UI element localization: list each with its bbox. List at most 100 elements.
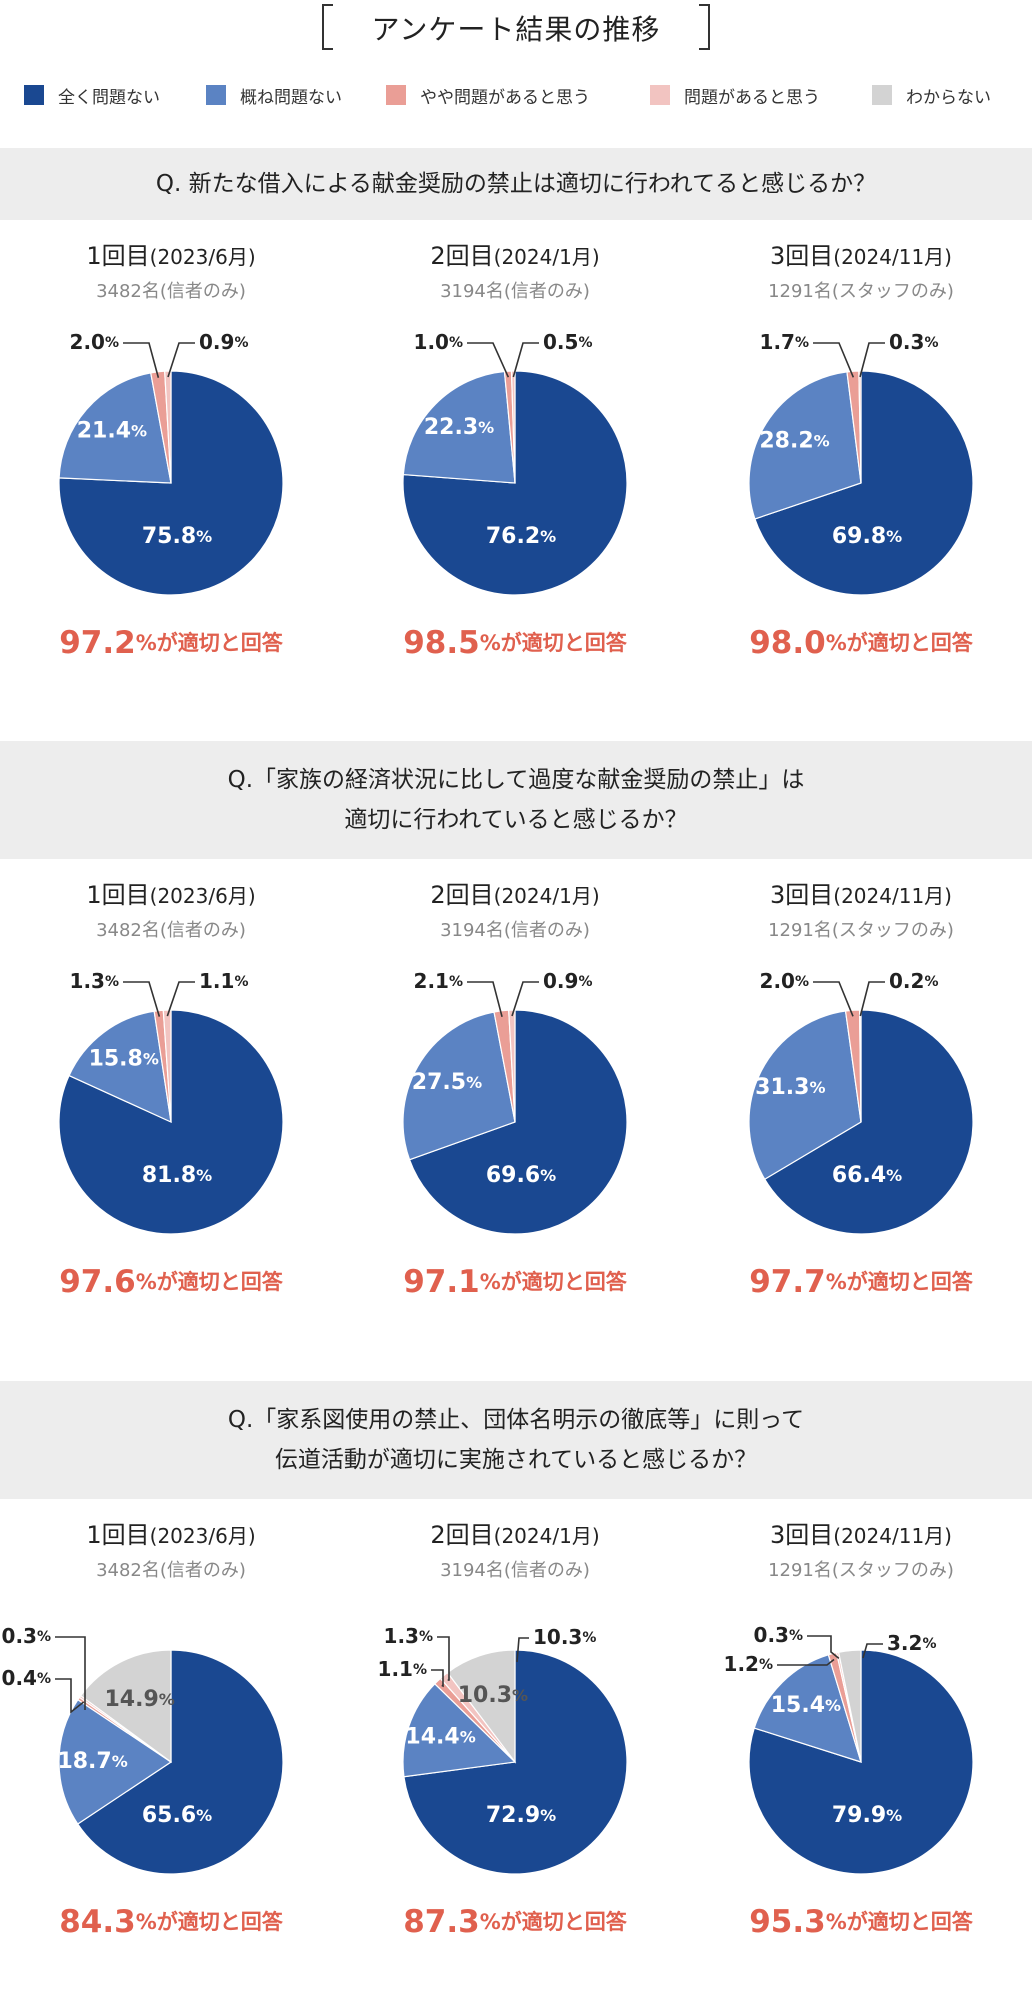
pie-ext-label: 1.7%	[760, 330, 809, 354]
pie-slice	[76, 1649, 284, 1875]
leader-line	[813, 981, 854, 1017]
respondent-count: 1291名(スタッフのみ)	[768, 1560, 954, 1581]
legend-swatch	[206, 85, 226, 105]
pie-chart-group: 1回目(2023/6月) 3482名(信者のみ) 65.6% 18.7% 14.9% 0.…	[2, 1521, 284, 1940]
pie-value-label: 15.4%	[771, 1693, 841, 1718]
round-heading: 1回目(2023/6月)	[86, 881, 255, 909]
pie-ext-label: 1.3%	[384, 1624, 433, 1648]
pie-ext-label: 2.0%	[760, 969, 809, 993]
question-text: Q.「家系図使用の禁止、団体名明示の徹底等」に則って 伝道活動が適切に実施されて…	[227, 1407, 805, 1473]
question-box: Q. 新たな借入による献金奨励の禁止は適切に行われてると感じるか？	[0, 148, 1032, 220]
leader-line	[859, 981, 885, 1017]
legend-swatch	[24, 85, 44, 105]
page-title: アンケート結果の推移	[0, 0, 1032, 58]
section-1: Q. 新たな借入による献金奨励の禁止は適切に行われてると感じるか？ 1回目(20…	[0, 148, 1032, 708]
respondent-count: 3194名(信者のみ)	[440, 1560, 590, 1581]
question-text: Q. 新たな借入による献金奨励の禁止は適切に行われてると感じるか？	[155, 171, 877, 197]
leader-line	[862, 1643, 883, 1659]
pie-value-label: 27.5%	[412, 1070, 482, 1095]
pie-slice	[748, 1010, 862, 1181]
pie-slice	[162, 1009, 172, 1123]
round-heading: 2回目(2024/1月)	[430, 1521, 599, 1549]
pie-ext-label: 1.1%	[199, 969, 248, 993]
legend-label: 全く問題ない	[58, 87, 160, 108]
pie-ext-label: 1.3%	[70, 969, 119, 993]
respondent-count: 1291名(スタッフのみ)	[768, 920, 954, 941]
leader-line	[167, 342, 195, 378]
leader-line	[431, 1669, 444, 1688]
legend: 全く問題ない 概ね問題ない やや問題があると思う 問題があると思う わからない	[0, 80, 1032, 110]
pie-slice	[508, 1009, 516, 1123]
pie-value-label: 22.3%	[424, 415, 494, 440]
pie-value-label: 15.8%	[89, 1046, 159, 1071]
pie-slice	[753, 1654, 862, 1763]
leader-line	[166, 981, 195, 1017]
summary-label: 84.3%が適切と回答	[59, 1904, 284, 1940]
legend-label: 概ね問題ない	[240, 87, 342, 108]
pie-chart-group: 2回目(2024/1月) 3194名(信者のみ) 69.6% 27.5% 2.1% 0.9…	[402, 881, 628, 1300]
leader-line	[813, 342, 855, 378]
pie-slice	[68, 1010, 172, 1124]
leader-line	[512, 342, 539, 378]
pie-slice	[58, 1698, 173, 1825]
pie-chart-group: 1回目(2023/6月) 3482名(信者のみ) 75.8% 21.4% 2.0% 0.9…	[58, 242, 284, 661]
pie-value-label: 72.9%	[486, 1803, 556, 1828]
chart-row-1: 1回目(2023/6月) 3482名(信者のみ) 75.8% 21.4% 2.0% 0.9…	[58, 242, 974, 661]
question-text: Q.「家族の経済状況に比して過度な献金奨励の禁止」は 適切に行われていると感じる…	[227, 767, 805, 833]
title-bracket-right	[699, 4, 710, 50]
round-heading: 3回目(2024/11月)	[770, 1521, 952, 1549]
pie-value-label: 81.8%	[142, 1163, 212, 1188]
question-box: Q.「家族の経済状況に比して過度な献金奨励の禁止」は 適切に行われていると感じる…	[0, 741, 1032, 859]
leader-line	[516, 1637, 529, 1663]
leader-line	[467, 342, 510, 378]
round-heading: 2回目(2024/1月)	[430, 242, 599, 270]
legend-swatch	[650, 85, 670, 105]
pie-value-label: 76.2%	[486, 524, 556, 549]
pie-value-label: 69.6%	[486, 1163, 556, 1188]
pie-value-label: 10.3%	[458, 1683, 528, 1708]
pie-value-label: 75.8%	[142, 524, 212, 549]
respondent-count: 3194名(信者のみ)	[440, 920, 590, 941]
title-bracket-left	[322, 4, 333, 50]
leader-line	[511, 981, 539, 1017]
pie-chart-group: 2回目(2024/1月) 3194名(信者のみ) 76.2% 22.3% 1.0% 0.5…	[402, 242, 628, 661]
summary-label: 98.5%が適切と回答	[403, 625, 628, 661]
leader-line	[467, 981, 503, 1017]
pie-ext-label: 1.0%	[414, 330, 463, 354]
legend-item-mondai: 問題があると思う	[650, 80, 820, 110]
leader-line	[437, 1636, 450, 1681]
pie-chart-group: 1回目(2023/6月) 3482名(信者のみ) 81.8% 15.8% 1.3% 1.1…	[58, 881, 284, 1300]
page-title-text: アンケート結果の推移	[371, 13, 661, 46]
pie-chart-group: 3回目(2024/11月) 1291名(スタッフのみ) 69.8% 28.2% 1.7%…	[748, 242, 974, 661]
legend-swatch	[872, 85, 892, 105]
legend-item-omune: 概ね問題ない	[206, 80, 342, 110]
pie-ext-label: 0.2%	[889, 969, 938, 993]
pie-slice	[402, 1011, 516, 1161]
summary-label: 87.3%が適切と回答	[403, 1904, 628, 1940]
respondent-count: 3482名(信者のみ)	[96, 281, 246, 302]
legend-item-wakaranai: わからない	[872, 80, 991, 110]
pie-ext-label: 0.5%	[543, 330, 592, 354]
pie-value-label: 28.2%	[759, 428, 829, 453]
pie-slice	[402, 370, 516, 484]
pie-ext-label: 1.2%	[724, 1652, 773, 1676]
pie-value-label: 14.4%	[405, 1724, 475, 1749]
summary-label: 97.2%が適切と回答	[59, 625, 284, 661]
summary-label: 97.6%が適切と回答	[59, 1264, 284, 1300]
pie-slice	[402, 1682, 517, 1778]
pie-value-label: 31.3%	[755, 1075, 825, 1100]
summary-label: 98.0%が適切と回答	[749, 625, 974, 661]
legend-swatch	[386, 85, 406, 105]
legend-item-yaya: やや問題があると思う	[386, 80, 590, 110]
pie-value-label: 18.7%	[57, 1749, 127, 1774]
section-2: Q.「家族の経済状況に比して過度な献金奨励の禁止」は 適切に行われていると感じる…	[0, 741, 1032, 1335]
round-heading: 3回目(2024/11月)	[770, 242, 952, 270]
pie-ext-label: 3.2%	[887, 1631, 936, 1655]
leader-line	[859, 342, 885, 378]
leader-line	[55, 1678, 85, 1714]
pie-ext-label: 2.1%	[414, 969, 463, 993]
pie-slice	[754, 370, 974, 596]
pie-chart-group: 2回目(2024/1月) 3194名(信者のみ) 72.9% 14.4% 10.3% 1.…	[378, 1521, 628, 1940]
pie-ext-label: 0.4%	[2, 1666, 51, 1690]
leader-line	[123, 342, 160, 378]
